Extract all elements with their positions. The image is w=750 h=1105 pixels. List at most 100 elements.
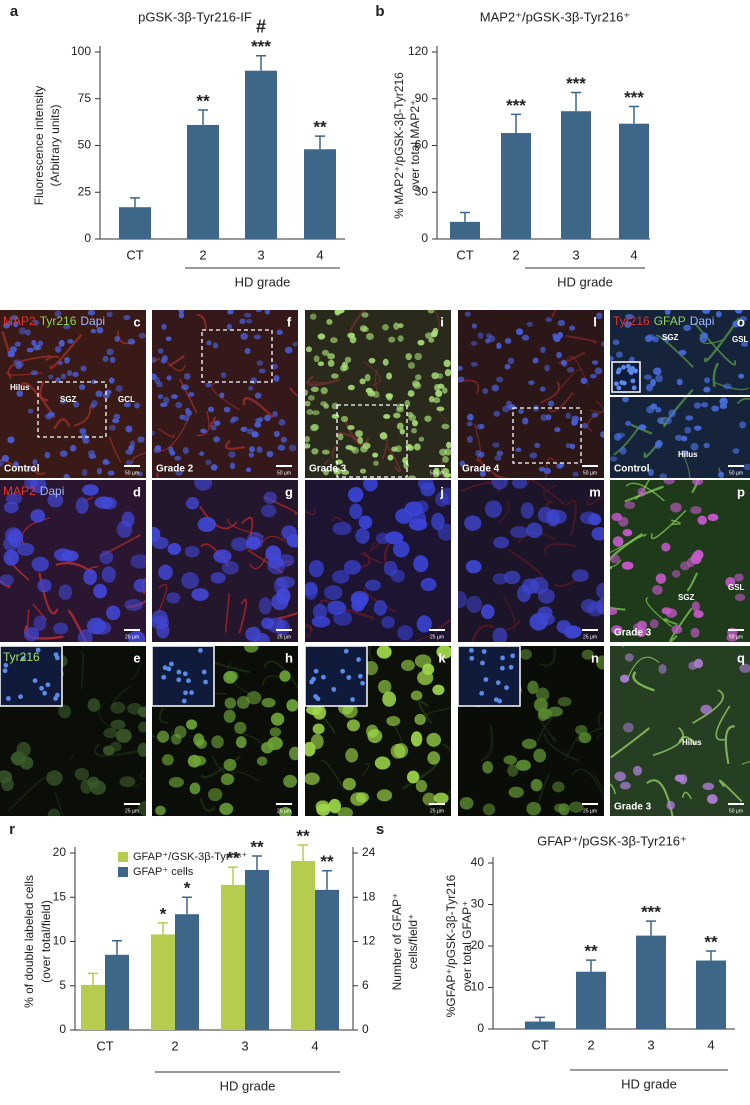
micrograph: d 25 µm MAP2 Dapi <box>0 480 146 642</box>
cell <box>411 419 418 427</box>
cell <box>436 406 445 412</box>
cell <box>30 370 39 376</box>
cell <box>340 364 347 372</box>
bar <box>576 971 606 1029</box>
y2-tick-label: 0 <box>362 1022 369 1036</box>
cell <box>458 365 463 371</box>
cell <box>349 503 363 520</box>
cell <box>650 378 656 387</box>
cell <box>612 536 624 547</box>
cell <box>27 408 34 414</box>
fiber <box>307 375 341 387</box>
cell <box>244 347 251 355</box>
y2-tick-label: 6 <box>362 978 369 992</box>
cell <box>431 372 439 380</box>
cell <box>261 697 276 708</box>
cell <box>240 332 248 340</box>
inset-cell <box>356 657 361 662</box>
cell <box>109 741 122 752</box>
cell <box>600 341 604 347</box>
cell <box>110 719 126 730</box>
cell <box>659 473 667 478</box>
cell <box>152 526 161 542</box>
cell <box>81 468 88 477</box>
fiber <box>424 707 451 716</box>
cell <box>31 339 37 346</box>
cell <box>317 361 325 367</box>
inset-cell <box>469 647 474 653</box>
panel-letter: p <box>737 484 745 499</box>
error-bar <box>460 211 470 222</box>
cell <box>311 615 331 628</box>
panel-letter: d <box>133 484 141 499</box>
cell <box>646 334 655 341</box>
x-tick-label: 2 <box>512 247 519 262</box>
error-bar <box>511 113 521 134</box>
cell <box>45 413 53 420</box>
y-axis-label: (over total/field) <box>39 900 53 983</box>
cell <box>315 800 330 813</box>
cell <box>415 779 428 793</box>
inset-cell <box>21 656 26 661</box>
zoom-box <box>512 407 582 464</box>
cell <box>264 310 271 315</box>
cell <box>443 359 451 368</box>
significance-label: ** <box>313 118 327 137</box>
cell <box>538 588 555 604</box>
cell <box>508 786 524 798</box>
cell <box>0 574 15 586</box>
cell <box>482 387 489 395</box>
cell <box>396 422 404 430</box>
cell <box>544 364 550 372</box>
fiber <box>699 333 724 345</box>
cell <box>420 577 437 592</box>
panel-letter: k <box>438 650 446 665</box>
inset-cell <box>630 366 635 371</box>
cell <box>693 549 704 560</box>
fiber <box>238 598 248 634</box>
inset-cell <box>45 682 51 688</box>
x-tick-label: 3 <box>572 247 579 262</box>
cell <box>404 399 411 407</box>
cell <box>107 470 115 476</box>
cell <box>702 782 715 791</box>
cell <box>491 480 508 490</box>
cell <box>701 402 709 408</box>
cell <box>378 679 392 694</box>
fiber <box>54 791 64 816</box>
bar-chart: r % of double labeled cells (over total/fi… <box>9 821 420 1093</box>
cell <box>256 360 264 366</box>
cell <box>532 357 539 364</box>
fiber <box>694 322 737 366</box>
cell <box>693 425 702 431</box>
cell <box>343 560 361 575</box>
inset-cell <box>360 680 365 686</box>
cell <box>207 406 215 413</box>
cell <box>526 522 543 539</box>
fiber <box>650 509 687 540</box>
y-axis-label: % MAP2⁺/pGSK-3β-Tyr216 <box>392 72 406 219</box>
cell <box>154 445 162 451</box>
cell <box>239 318 246 325</box>
fiber <box>360 552 382 564</box>
cell <box>510 526 529 538</box>
cell <box>441 467 450 475</box>
cell <box>80 779 93 794</box>
y2-axis-label: cells/field⁺ <box>406 914 420 970</box>
cell <box>414 654 432 668</box>
inset-cell <box>480 660 485 666</box>
cell <box>167 543 182 556</box>
fiber <box>166 361 186 372</box>
fiber <box>724 725 735 764</box>
fiber <box>179 378 198 414</box>
cell <box>258 597 272 615</box>
inset-cell <box>331 686 337 692</box>
fiber <box>686 572 698 592</box>
inset-cell <box>481 649 487 654</box>
fiber <box>343 418 370 446</box>
cell <box>231 416 239 422</box>
micrograph: l Grade 4 50 µm <box>458 310 604 478</box>
cell <box>305 389 309 396</box>
y-tick-label: 0 <box>84 231 91 245</box>
inset-cell <box>166 666 172 672</box>
